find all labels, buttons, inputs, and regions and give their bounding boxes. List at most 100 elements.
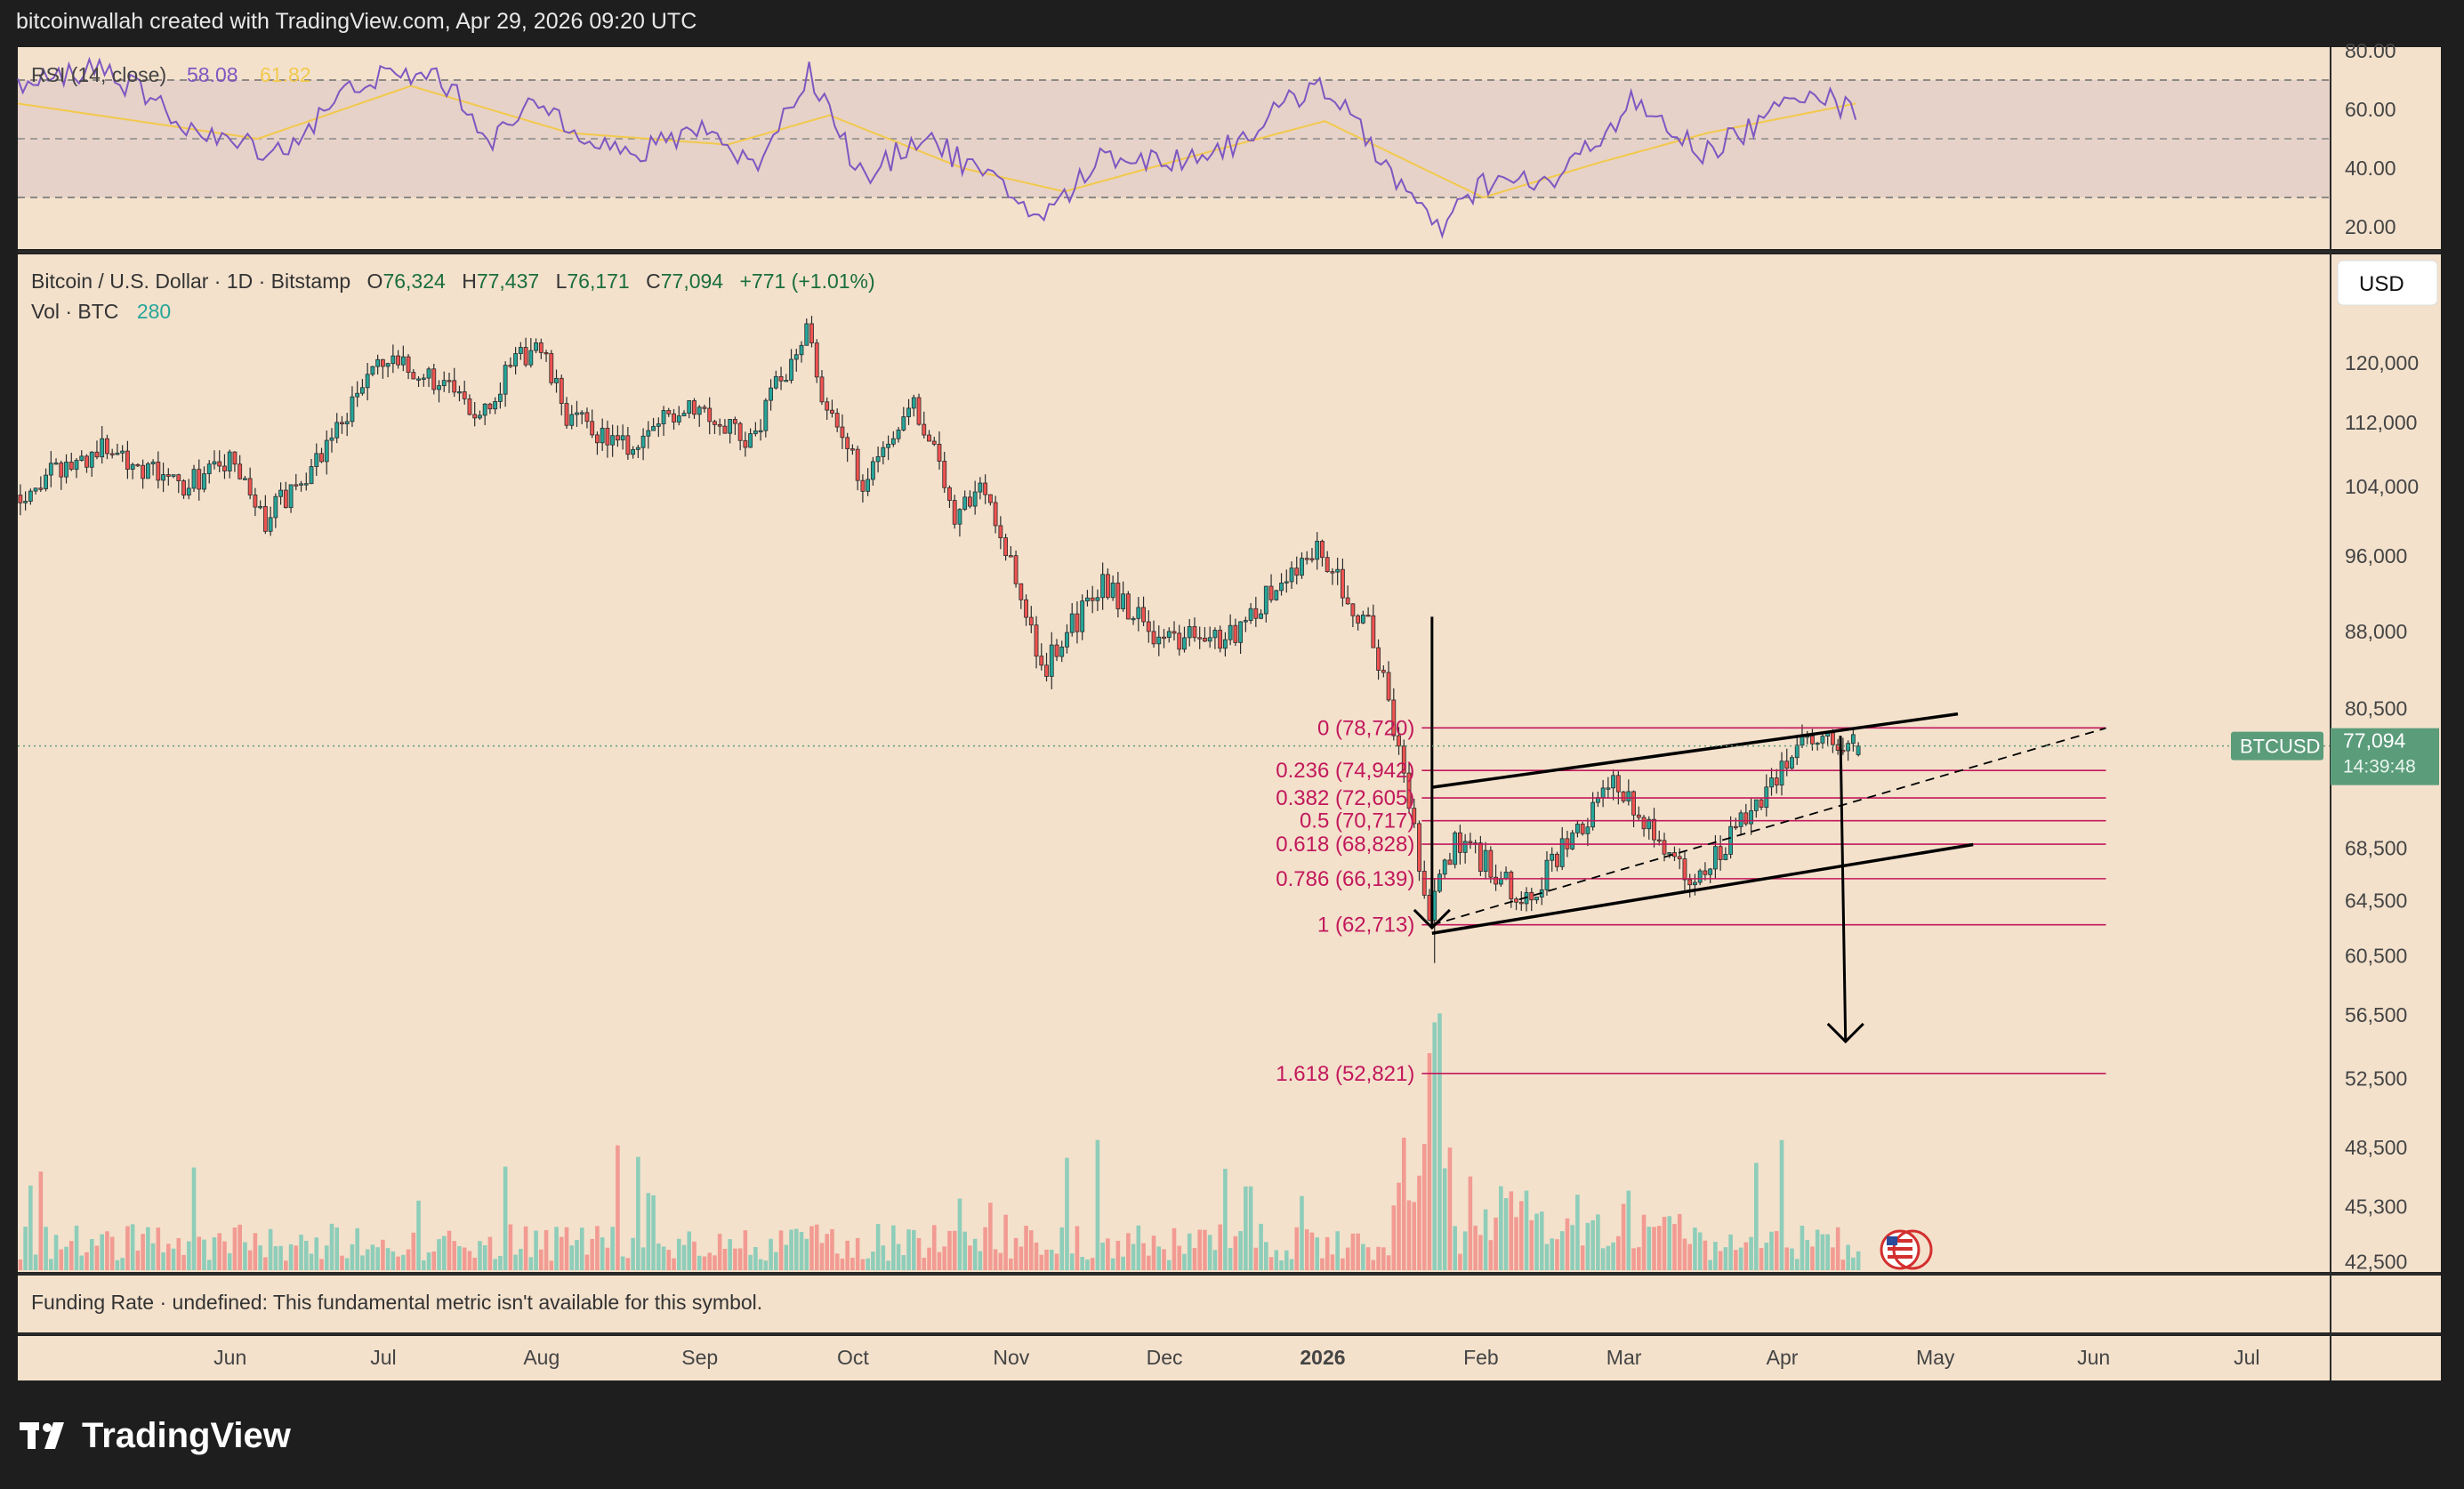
volume-bar [922,1257,927,1270]
volume-bar [1437,1013,1442,1270]
candle-body [890,438,896,445]
candle-body [441,380,447,386]
candle-body [1611,775,1616,789]
volume-bar [1815,1229,1820,1270]
volume-bar [1743,1242,1749,1270]
rsi-line [17,56,1857,239]
volume-bar [68,1241,74,1270]
volume-bar [1616,1235,1621,1270]
volume-bar [590,1238,594,1270]
candle-body [59,463,64,478]
volume-bar [1631,1248,1636,1270]
volume-bar [1621,1203,1626,1270]
volume-bar [171,1248,176,1270]
volume-bar [1080,1257,1084,1270]
candle-body [1054,644,1059,657]
rsi-series [17,56,1857,239]
candle-body [1779,761,1784,786]
channel-lower-line[interactable] [1431,842,1974,935]
volume-bar [309,1253,314,1270]
volume-bar [1488,1240,1494,1270]
candle-body [416,378,421,381]
candle-body [834,413,840,428]
candle-body [538,342,544,353]
volume-bar [1095,1139,1100,1270]
candle-body [993,502,998,527]
volume-bar [1835,1227,1840,1270]
volume-bar [942,1246,947,1270]
candle-body [819,376,825,403]
channel-mid-line[interactable] [1431,727,2106,926]
volume-bar [1315,1237,1320,1270]
rsi-band [18,80,2331,197]
volume-bar [100,1234,104,1270]
candle-body [1197,637,1203,640]
candle-body [1315,541,1320,560]
time-label: Oct [837,1346,869,1369]
candle-body [1703,870,1708,875]
volume-bar [141,1234,145,1270]
candle-body [972,491,978,507]
volume-bar [1453,1226,1457,1270]
candle-body [1034,624,1039,657]
channel-upper-line[interactable] [1431,712,1959,789]
volume-bar [1555,1239,1559,1270]
volume-bar [212,1236,217,1270]
candle-body [329,437,334,441]
volume-bar [1009,1258,1013,1270]
candle-body [206,463,212,475]
volume-bar [539,1249,544,1270]
volume-bar [74,1225,79,1270]
fib-label: 0.786 (66,139) [1276,867,1414,891]
arrow-shaft[interactable] [1839,736,1848,1042]
candle-body [1330,571,1335,574]
volume-bar [197,1236,202,1270]
candle-body [324,439,329,463]
volume-bar [881,1245,886,1270]
candle-body [1794,744,1800,759]
volume-bar [672,1258,676,1270]
candle-body [171,474,176,477]
chart-credit: bitcoinwallah created with TradingView.c… [16,9,697,34]
candle-body [1125,593,1131,620]
volume-bar [115,1260,120,1270]
candle-body [600,427,605,444]
volume-bar [1672,1223,1677,1270]
currency-button[interactable] [2337,260,2438,306]
candle-body [1631,791,1636,816]
candle-body [809,323,814,343]
candle-body [534,342,538,351]
volume-bar [957,1198,962,1270]
volume-bar [508,1224,513,1270]
candle-body [631,448,636,455]
volume-bar [1192,1248,1197,1270]
candle-body [457,390,462,394]
volume-bar [64,1246,68,1270]
volume-bar [1774,1231,1779,1270]
volume-bar [758,1259,763,1270]
candle-body [1182,637,1187,650]
candle-body [1391,699,1397,736]
last-price-value: 77,094 [2343,729,2406,753]
volume-bar [631,1237,635,1270]
volume-bar [579,1227,584,1270]
candle-body [1397,735,1401,747]
candle-body [1462,841,1468,853]
candle-body [478,415,482,419]
time-label: Dec [1147,1346,1183,1369]
volume-bar [1090,1258,1095,1270]
volume-bar [534,1230,538,1270]
volume-bar [472,1258,477,1270]
us-flag-icon[interactable] [1880,1229,1933,1270]
volume-bar [498,1255,503,1270]
candle-body [1075,613,1080,632]
volume-bar [1647,1227,1652,1270]
volume-bar [1662,1216,1667,1270]
candle-body [1187,625,1192,639]
volume-bar [866,1258,870,1270]
candle-body [1600,787,1606,799]
volume-bar [447,1230,452,1270]
candle-body [472,414,478,419]
candle-body [1156,636,1162,645]
candle-body [1514,898,1518,903]
